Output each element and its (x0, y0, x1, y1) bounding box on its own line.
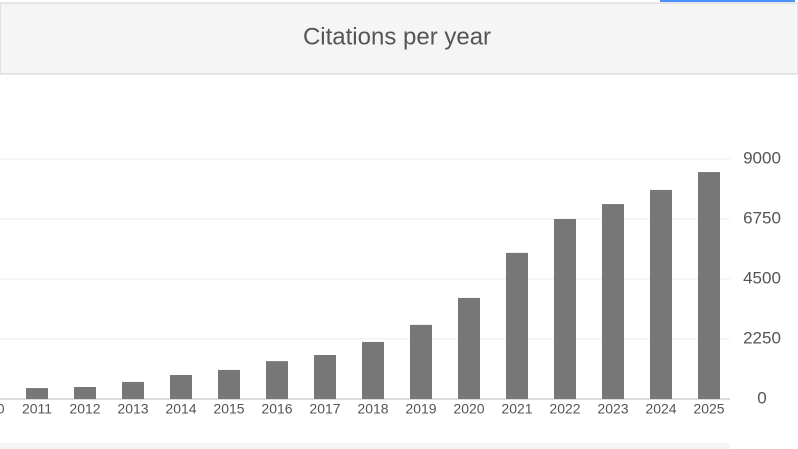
bar (314, 355, 336, 399)
x-tick-label: 2019 (405, 401, 436, 417)
x-tick-label: 2014 (165, 401, 196, 417)
bar (602, 204, 624, 399)
header (0, 2, 798, 75)
y-tick-label: 0 (757, 388, 766, 407)
bar (554, 219, 576, 399)
y-tick-label: 4500 (743, 268, 781, 287)
y-tick-label: 6750 (743, 208, 781, 227)
x-tick-label: 2011 (22, 401, 52, 417)
bar (362, 341, 384, 399)
bar (74, 387, 96, 399)
bar (26, 388, 48, 399)
x-tick-label: 2016 (261, 401, 292, 417)
x-tick-label: 2025 (693, 401, 724, 417)
bar (170, 375, 192, 399)
bar (122, 381, 144, 399)
x-tick-label: 2017 (309, 401, 340, 417)
x-tick-label: 2024 (645, 401, 676, 417)
x-tick-label: 2015 (213, 401, 244, 417)
bar (458, 297, 480, 399)
bar (266, 361, 288, 399)
top-accent (660, 0, 795, 2)
bar (698, 172, 720, 399)
bar (218, 369, 240, 399)
x-tick-label: 2021 (501, 401, 532, 417)
x-tick-label: 2018 (357, 401, 388, 417)
x-tick-label: 2013 (117, 401, 148, 417)
x-tick-label: 2010 (0, 401, 5, 417)
y-tick-label: 2250 (743, 328, 781, 347)
x-tick-label: 2020 (453, 401, 484, 417)
bar (650, 189, 672, 399)
chart-title: Citations per year (303, 23, 491, 50)
y-tick-label: 9000 (743, 148, 781, 167)
x-tick-label: 2012 (69, 401, 100, 417)
bar (506, 252, 528, 399)
bar (410, 324, 432, 399)
x-tick-label: 2022 (549, 401, 580, 417)
footer-band (0, 443, 730, 449)
x-tick-label: 2023 (597, 401, 628, 417)
